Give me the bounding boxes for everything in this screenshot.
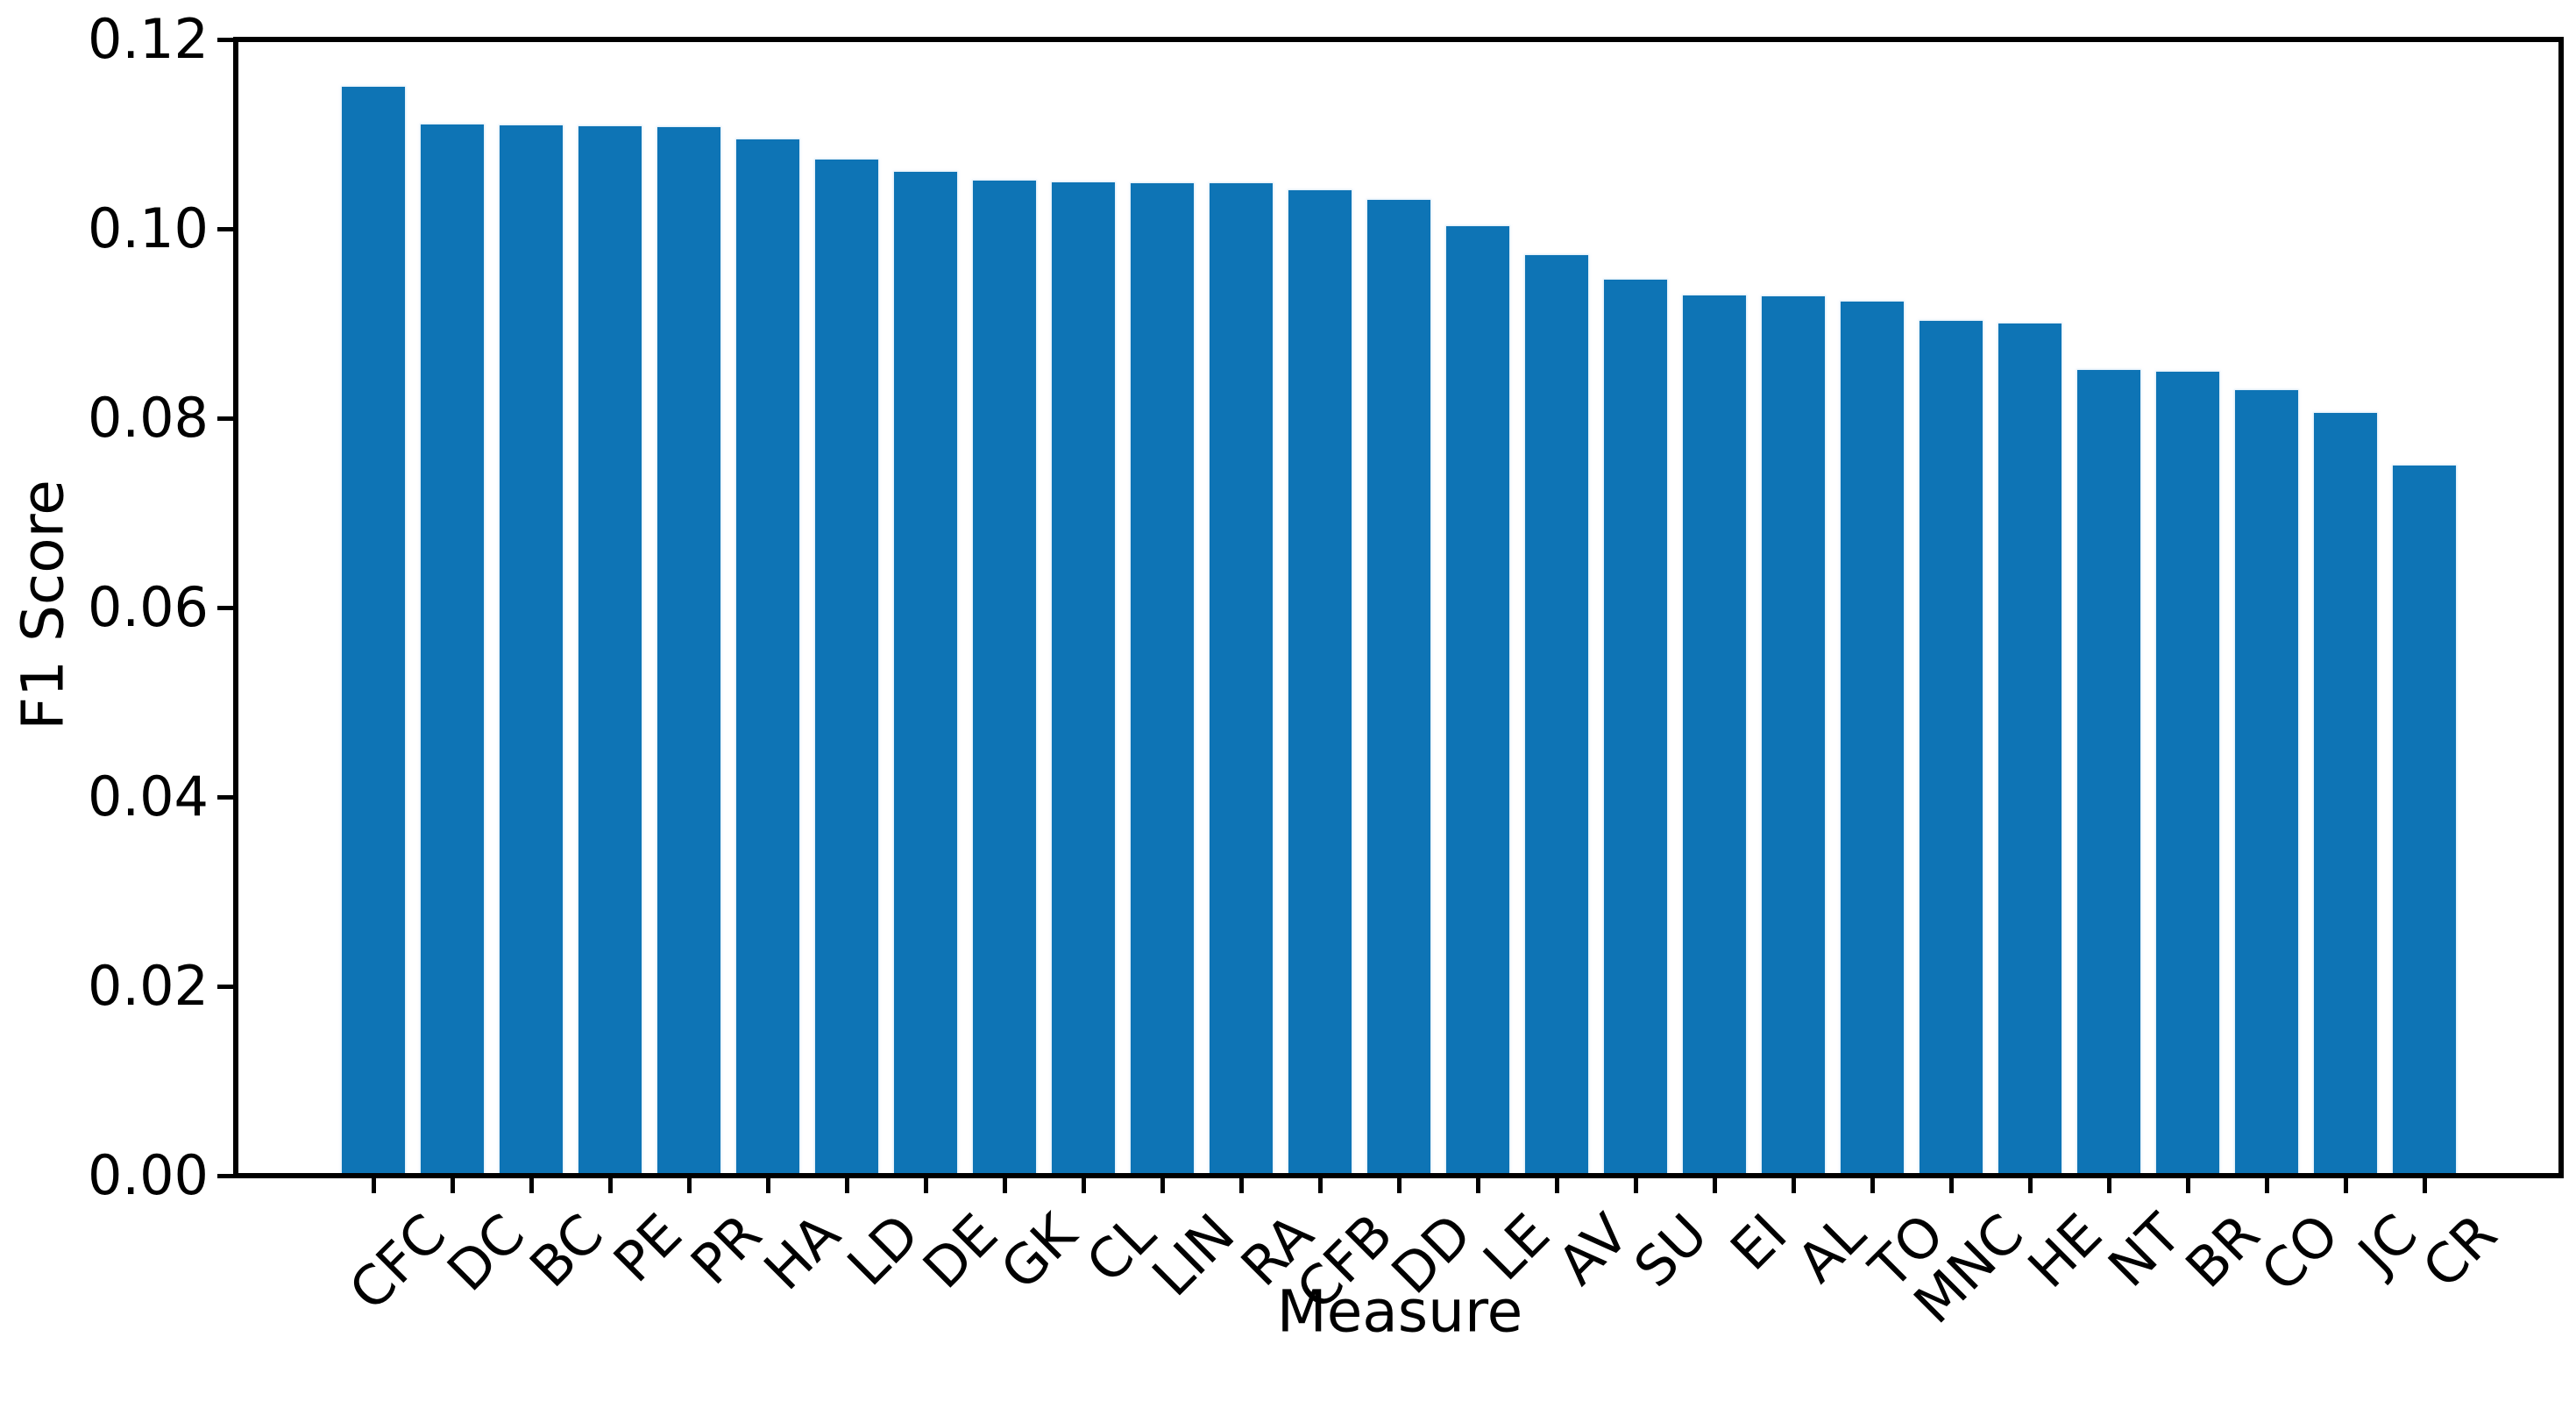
- bar-CFC: [342, 87, 405, 1176]
- y-tick-label-0.04: 0.04: [87, 764, 209, 828]
- bar-EI: [1683, 295, 1746, 1176]
- bar-DD: [1367, 200, 1430, 1176]
- y-tick-0.08: [217, 416, 233, 421]
- x-tick-HA: [766, 1176, 770, 1193]
- right-spine: [2558, 37, 2564, 1178]
- x-tick-label-JC: JC: [2346, 1201, 2431, 1285]
- bar-TO: [1841, 302, 1904, 1176]
- bar-SU: [1604, 280, 1667, 1176]
- bar-PR: [657, 127, 720, 1176]
- x-tick-SU: [1634, 1176, 1638, 1193]
- x-tick-BR: [2186, 1176, 2190, 1193]
- bar-HA: [736, 139, 799, 1176]
- x-tick-MNC: [1949, 1176, 1954, 1193]
- x-tick-DC: [451, 1176, 455, 1193]
- bar-PE: [578, 126, 642, 1176]
- x-tick-HE: [2028, 1176, 2033, 1193]
- x-axis-label: Measure: [1276, 1277, 1523, 1346]
- x-tick-AL: [1792, 1176, 1796, 1193]
- bar-RA: [1210, 183, 1273, 1176]
- x-tick-label-BC: BC: [517, 1201, 616, 1300]
- x-tick-PR: [687, 1176, 692, 1193]
- y-tick-label-0.12: 0.12: [87, 7, 209, 71]
- y-tick-label-0.06: 0.06: [87, 575, 209, 639]
- bar-LD: [815, 160, 878, 1176]
- x-tick-LE: [1476, 1176, 1480, 1193]
- bar-HE: [1998, 324, 2062, 1176]
- x-tick-PE: [608, 1176, 613, 1193]
- y-tick-0.10: [217, 227, 233, 231]
- x-tick-EI: [1713, 1176, 1717, 1193]
- top-spine: [233, 37, 2564, 42]
- bar-DC: [421, 124, 484, 1176]
- x-tick-label-CO: CO: [2248, 1201, 2352, 1305]
- y-tick-0.00: [217, 1174, 233, 1178]
- y-tick-0.02: [217, 985, 233, 989]
- bar-CR: [2393, 466, 2456, 1176]
- bar-BC: [500, 125, 563, 1176]
- x-tick-CO: [2265, 1176, 2269, 1193]
- x-tick-label-SU: SU: [1622, 1201, 1721, 1300]
- x-tick-LIN: [1160, 1176, 1165, 1193]
- y-tick-label-0.08: 0.08: [87, 386, 209, 450]
- x-tick-AV: [1555, 1176, 1559, 1193]
- x-tick-NT: [2107, 1176, 2111, 1193]
- x-tick-DE: [924, 1176, 928, 1193]
- bar-CL: [1052, 182, 1115, 1176]
- bar-LIN: [1131, 183, 1194, 1176]
- x-tick-CR: [2423, 1176, 2427, 1193]
- x-tick-CL: [1082, 1176, 1086, 1193]
- bar-DE: [894, 172, 957, 1176]
- y-tick-0.04: [217, 795, 233, 800]
- x-tick-GK: [1003, 1176, 1007, 1193]
- bar-AL: [1762, 296, 1825, 1176]
- bar-LE: [1446, 226, 1509, 1176]
- y-tick-label-0.10: 0.10: [87, 196, 209, 260]
- x-tick-CFC: [372, 1176, 376, 1193]
- x-tick-RA: [1239, 1176, 1244, 1193]
- x-tick-label-EI: EI: [1717, 1201, 1799, 1283]
- left-spine: [233, 37, 238, 1178]
- bar-CO: [2235, 390, 2298, 1176]
- bar-CFB: [1288, 190, 1352, 1176]
- x-tick-CFB: [1318, 1176, 1323, 1193]
- bar-MNC: [1920, 321, 1983, 1176]
- y-tick-0.06: [217, 606, 233, 610]
- y-tick-label-0.02: 0.02: [87, 954, 209, 1018]
- x-tick-DD: [1397, 1176, 1402, 1193]
- bar-BR: [2156, 372, 2219, 1176]
- bar-AV: [1525, 255, 1588, 1176]
- x-tick-JC: [2344, 1176, 2348, 1193]
- bar-NT: [2077, 370, 2140, 1176]
- x-tick-BC: [529, 1176, 534, 1193]
- y-tick-0.12: [217, 38, 233, 42]
- x-tick-TO: [1870, 1176, 1875, 1193]
- bar-JC: [2314, 413, 2377, 1176]
- y-tick-label-0.00: 0.00: [87, 1143, 209, 1207]
- x-tick-label-CR: CR: [2409, 1201, 2509, 1301]
- bar-GK: [973, 181, 1036, 1176]
- x-tick-LD: [845, 1176, 849, 1193]
- y-axis-label: F1 Score: [9, 480, 77, 730]
- x-tick-label-GK: GK: [988, 1201, 1089, 1302]
